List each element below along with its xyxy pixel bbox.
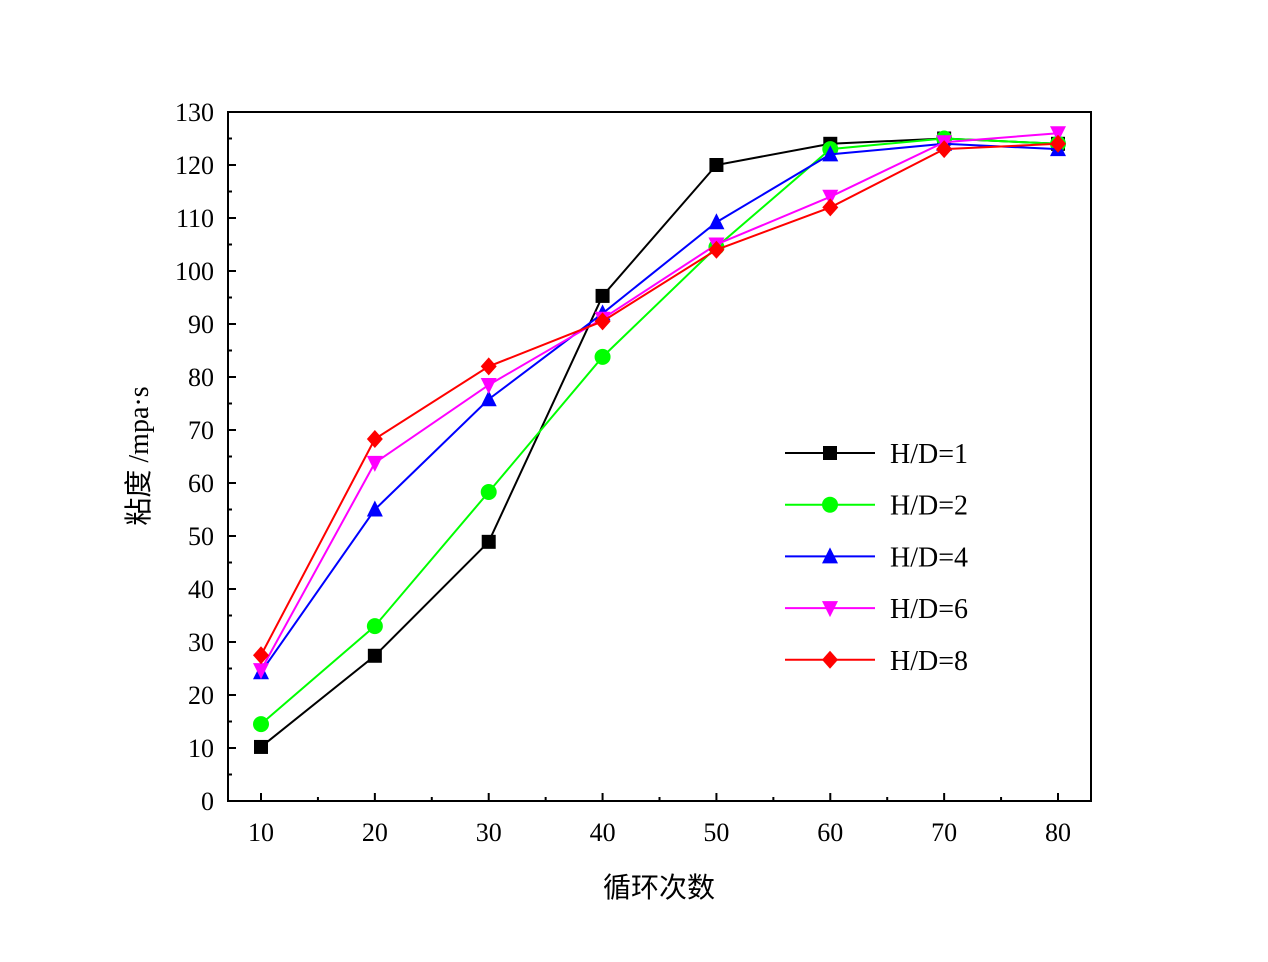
series-h-d-8: [253, 134, 1066, 665]
triangle-up-marker: [480, 390, 497, 407]
series-line: [260, 142, 1059, 673]
legend-item: H/D=2: [785, 491, 968, 522]
y-tick-label: 80: [188, 363, 214, 392]
legend-label: H/D=6: [890, 594, 968, 625]
diamond-marker: [822, 198, 839, 217]
triangle-up-marker: [822, 547, 838, 564]
diamond-marker: [253, 646, 269, 665]
x-tick-label: 70: [931, 818, 957, 847]
triangle-up-marker: [822, 145, 839, 162]
series-line: [260, 142, 1059, 656]
y-tick-label: 40: [188, 575, 214, 604]
circle-marker: [253, 716, 269, 733]
diamond-marker: [594, 312, 611, 331]
square-marker: [709, 158, 724, 172]
square-marker: [481, 534, 496, 549]
square-marker: [823, 446, 837, 460]
x-axis-label: 循环次数: [603, 872, 715, 904]
x-tick-label: 40: [590, 818, 616, 847]
triangle-down-marker: [822, 189, 839, 206]
series-line: [260, 132, 1059, 671]
circle-marker: [480, 484, 497, 501]
diamond-marker: [936, 140, 953, 159]
y-tick-label: 90: [188, 310, 214, 339]
y-tick-label: 10: [188, 734, 214, 763]
triangle-down-marker: [366, 455, 383, 472]
diamond-marker: [366, 430, 383, 449]
diamond-marker: [708, 240, 725, 259]
triangle-up-marker: [366, 500, 383, 517]
legend-item: H/D=4: [785, 542, 968, 573]
square-marker: [254, 739, 268, 754]
diamond-marker: [1050, 134, 1066, 153]
diamond-marker: [822, 650, 838, 669]
x-tick-label: 50: [703, 818, 729, 847]
y-tick-label: 0: [201, 787, 214, 816]
legend-item: H/D=6: [785, 594, 968, 625]
circle-marker: [366, 618, 383, 635]
y-tick-label: 110: [176, 204, 214, 233]
series-line: [260, 137, 1059, 725]
x-tick-label: 20: [362, 818, 388, 847]
y-tick-label: 100: [175, 257, 214, 286]
y-tick-label: 70: [188, 416, 214, 445]
legend-label: H/D=2: [890, 491, 968, 522]
legend-label: H/D=4: [890, 542, 968, 573]
y-axis-label: 粘度 /mpa·s: [123, 386, 155, 525]
x-tick-label: 80: [1045, 818, 1071, 847]
triangle-down-marker: [1050, 126, 1066, 143]
square-marker: [595, 288, 610, 303]
diamond-marker: [480, 357, 497, 376]
legend-item: H/D=8: [785, 646, 968, 677]
triangle-up-marker: [708, 213, 725, 230]
triangle-down-marker: [822, 601, 838, 618]
circle-marker: [594, 348, 611, 365]
y-tick-label: 30: [188, 628, 214, 657]
legend-label: H/D=1: [890, 439, 968, 470]
x-tick-label: 60: [817, 818, 843, 847]
legend-label: H/D=8: [890, 646, 968, 677]
circle-marker: [822, 496, 838, 513]
y-tick-label: 60: [188, 469, 214, 498]
legend-item: H/D=1: [785, 439, 968, 470]
y-tick-label: 130: [175, 98, 214, 127]
x-tick-label: 30: [476, 818, 502, 847]
x-tick-label: 10: [248, 818, 274, 847]
triangle-down-marker: [480, 377, 497, 394]
triangle-down-marker: [253, 663, 269, 680]
y-tick-label: 120: [175, 151, 214, 180]
y-tick-label: 50: [188, 522, 214, 551]
y-tick-label: 20: [188, 681, 214, 710]
square-marker: [367, 648, 382, 663]
